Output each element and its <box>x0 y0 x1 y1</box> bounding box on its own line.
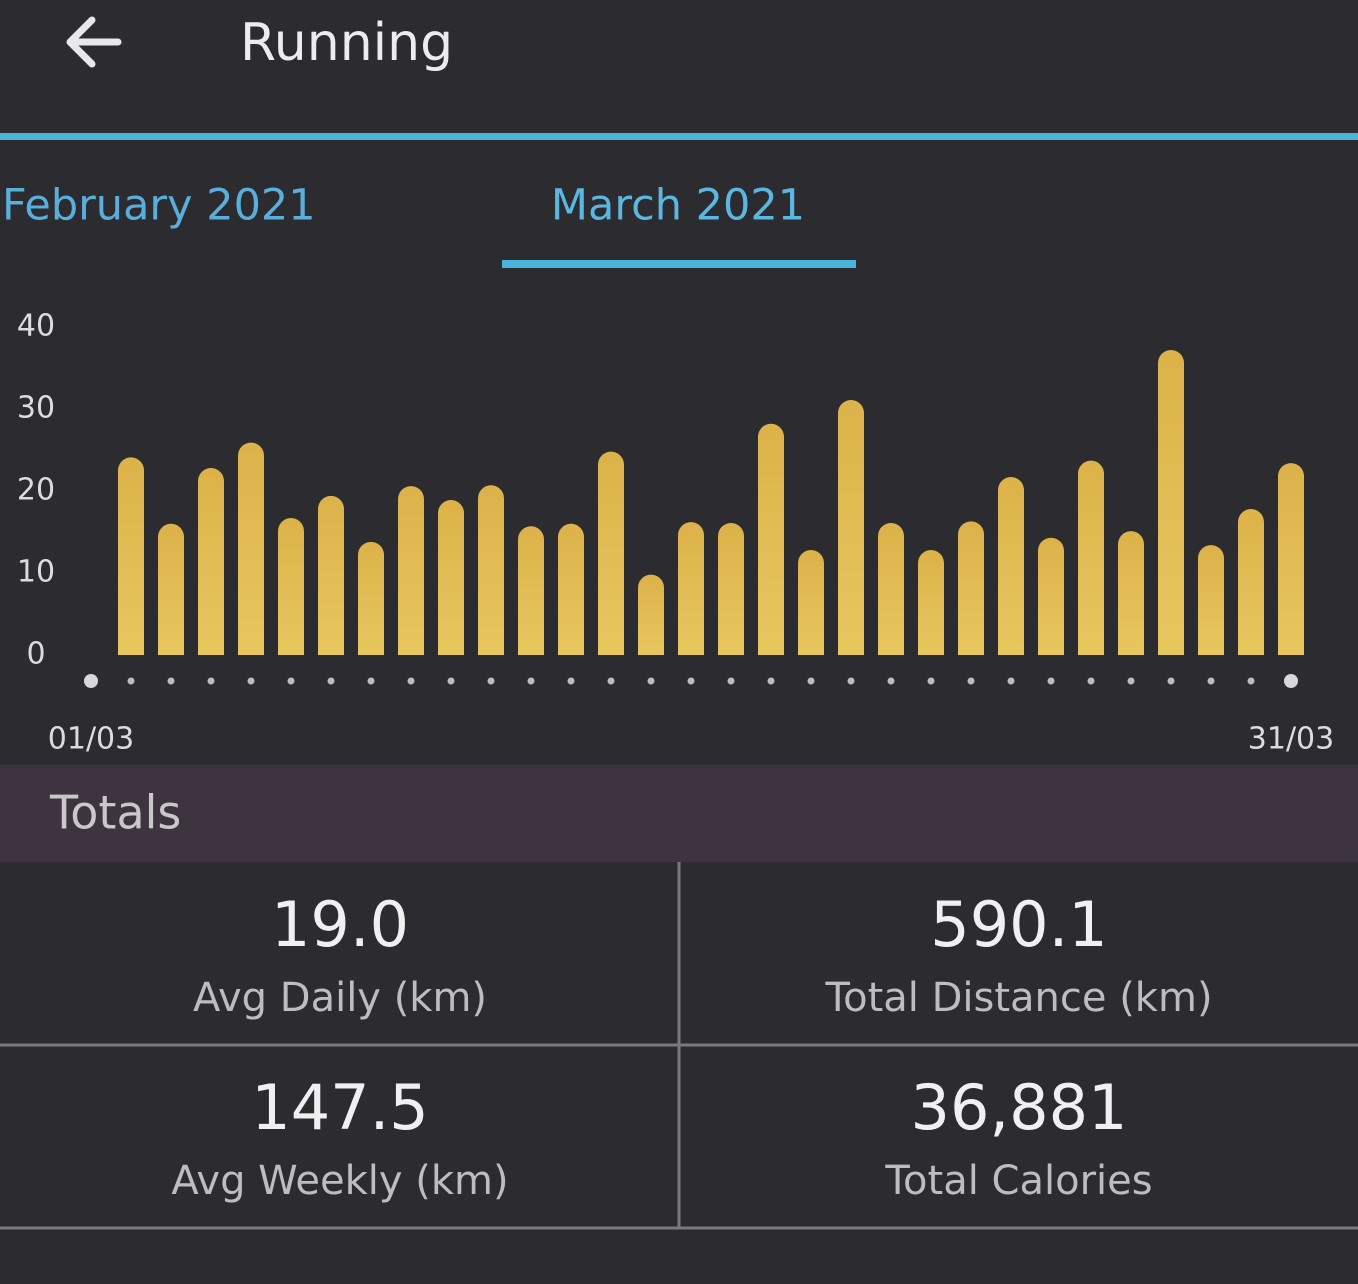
y-tick-label: 40 <box>17 309 55 344</box>
x-tick-dot <box>247 677 255 685</box>
bar <box>558 523 584 655</box>
x-tick-dot <box>1047 677 1055 685</box>
bar <box>438 500 464 655</box>
y-tick-label: 30 <box>17 391 55 426</box>
bar <box>1238 509 1264 655</box>
header-divider <box>0 133 1358 140</box>
bar <box>398 486 424 655</box>
bar <box>1078 460 1104 655</box>
page-title: Running <box>240 13 453 73</box>
stat-value: 147.5 <box>251 1071 429 1144</box>
x-tick-dot <box>727 677 735 685</box>
x-tick-dot <box>1167 677 1175 685</box>
bar <box>1278 463 1304 655</box>
stats-grid <box>0 862 1358 1230</box>
bar <box>958 521 984 655</box>
bar <box>718 522 744 655</box>
bar <box>998 477 1024 655</box>
x-tick-dot <box>407 677 415 685</box>
y-tick-label: 20 <box>17 473 55 508</box>
bar <box>198 468 224 655</box>
x-tick-dot <box>967 677 975 685</box>
bar <box>1118 531 1144 655</box>
bar <box>158 523 184 655</box>
bar <box>518 526 545 655</box>
bar <box>678 522 704 655</box>
tab[interactable]: February 2021 <box>2 181 316 231</box>
bar <box>278 518 304 655</box>
x-tick-dot <box>1207 677 1215 685</box>
x-tick-dot <box>527 677 535 685</box>
bar <box>598 451 624 655</box>
y-tick-label: 0 <box>26 637 45 672</box>
totals-header <box>0 765 1358 862</box>
stat-label: Avg Weekly (km) <box>171 1158 508 1204</box>
x-tick-dot <box>127 677 135 685</box>
x-tick-dot <box>327 677 335 685</box>
tab-active[interactable]: March 2021 <box>551 181 805 231</box>
stat-label: Total Distance (km) <box>824 975 1212 1021</box>
x-tick-dot <box>1247 677 1255 685</box>
x-tick-dot <box>1007 677 1015 685</box>
x-tick-dot <box>687 677 695 685</box>
x-tick-dot <box>807 677 815 685</box>
x-tick-dot <box>207 677 215 685</box>
x-tick-dot <box>1127 677 1135 685</box>
x-tick-dot <box>847 677 855 685</box>
stat-label: Avg Daily (km) <box>193 975 487 1021</box>
x-tick-dot <box>367 677 375 685</box>
bar <box>358 541 384 655</box>
stat-value: 590.1 <box>930 888 1108 961</box>
bar <box>318 495 344 655</box>
x-tick-dot <box>167 677 175 685</box>
bar <box>878 522 904 655</box>
bar <box>798 550 824 655</box>
bar <box>758 423 784 655</box>
x-tick-dot <box>1087 677 1095 685</box>
back-button[interactable] <box>66 16 122 68</box>
x-tick-dot <box>767 677 775 685</box>
x-tick-dot <box>84 674 98 688</box>
x-tick-dot <box>287 677 295 685</box>
x-tick-dot <box>487 677 495 685</box>
x-tick-dot <box>647 677 655 685</box>
bar <box>1158 349 1184 655</box>
bar <box>918 550 944 655</box>
x-tick-dot <box>927 677 935 685</box>
x-tick-dot <box>447 677 455 685</box>
y-tick-label: 10 <box>17 555 55 590</box>
bar <box>118 457 144 655</box>
totals-title: Totals <box>49 786 181 840</box>
x-tick-dot <box>1284 674 1298 688</box>
chart: 0 10 20 30 40 01/03 31/03 <box>17 309 1334 757</box>
bar <box>1038 537 1064 655</box>
bar <box>1198 545 1224 655</box>
bar <box>238 442 264 655</box>
tab-indicator <box>502 260 856 268</box>
stat-value: 19.0 <box>271 888 409 961</box>
stats: 19.0 Avg Daily (km) 590.1 Total Distance (k… <box>171 888 1212 1204</box>
stat-value: 36,881 <box>911 1071 1128 1144</box>
back-arrow[interactable] <box>66 16 122 68</box>
bar <box>838 399 864 655</box>
x-tick-dot <box>567 677 575 685</box>
bar <box>478 485 504 655</box>
bar <box>638 574 664 655</box>
stat-label: Total Calories <box>884 1158 1152 1204</box>
x-tick-label: 31/03 <box>1248 722 1334 757</box>
x-tick-dot <box>887 677 895 685</box>
x-tick-label: 01/03 <box>48 722 134 757</box>
x-tick-dot <box>607 677 615 685</box>
